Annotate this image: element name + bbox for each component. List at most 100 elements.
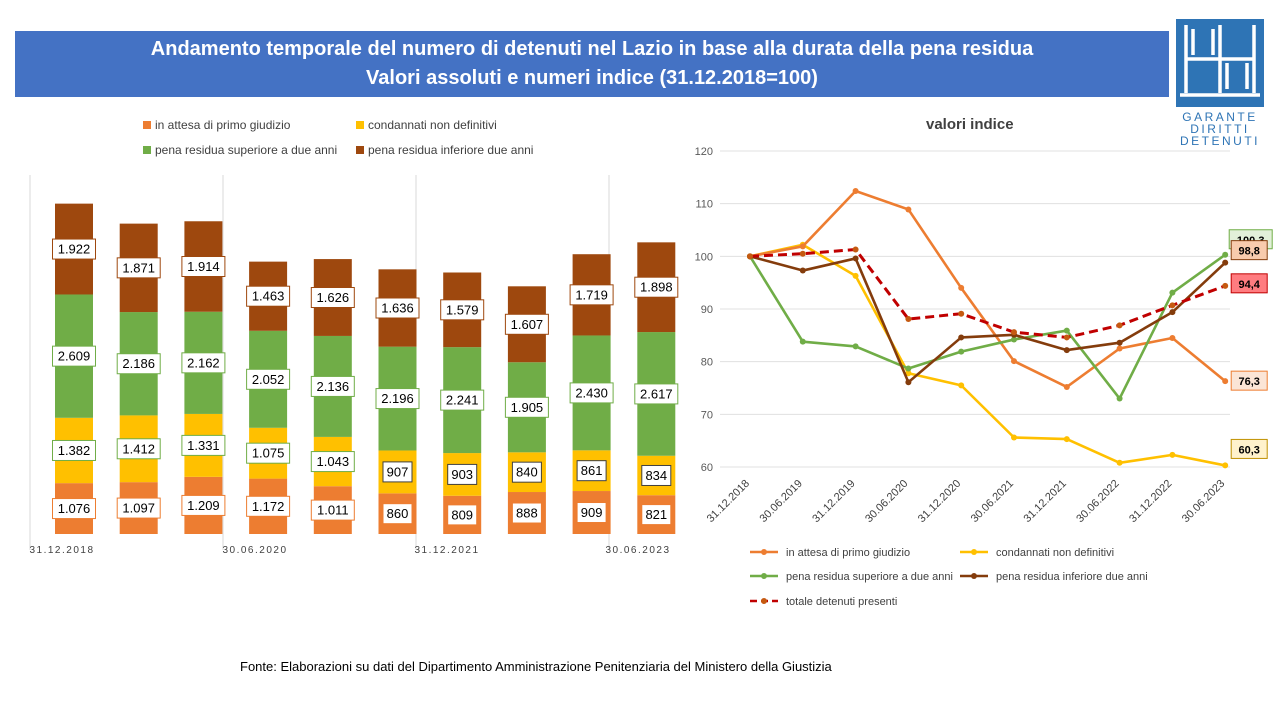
data-point bbox=[1222, 282, 1229, 289]
data-label: 1.097 bbox=[122, 501, 155, 516]
data-label: 1.905 bbox=[511, 400, 544, 415]
data-point bbox=[799, 338, 806, 345]
end-value-label: 98,8 bbox=[1238, 246, 1259, 258]
data-label-box bbox=[246, 442, 291, 464]
data-label: 1.579 bbox=[446, 302, 479, 317]
stacked-bar-chart: 1.076 1.382 2.609 1.922 31.12.2018 1.097 1.412… bbox=[29, 175, 679, 556]
data-point bbox=[1222, 259, 1229, 266]
data-point bbox=[1116, 322, 1123, 329]
data-label: 1.626 bbox=[317, 290, 350, 305]
data-label: 2.196 bbox=[381, 391, 414, 406]
end-value-label: 94,4 bbox=[1238, 279, 1260, 291]
data-point bbox=[747, 253, 753, 260]
data-point bbox=[905, 365, 912, 372]
y-tick-label: 70 bbox=[701, 409, 713, 421]
data-label: 2.609 bbox=[58, 349, 91, 364]
data-point bbox=[1169, 334, 1176, 341]
end-value-label: 76,3 bbox=[1238, 376, 1259, 388]
data-point bbox=[905, 370, 912, 377]
end-value-box bbox=[1230, 273, 1268, 294]
data-label-box bbox=[181, 434, 226, 456]
data-label-box bbox=[310, 375, 355, 397]
data-label-box bbox=[511, 461, 542, 483]
data-label: 2.617 bbox=[640, 386, 673, 401]
data-label: 1.636 bbox=[381, 301, 414, 316]
data-label: 1.011 bbox=[317, 503, 349, 518]
data-label-box bbox=[375, 297, 420, 319]
data-point bbox=[1169, 309, 1176, 316]
data-point bbox=[958, 348, 965, 355]
data-point bbox=[1116, 339, 1123, 346]
series-line bbox=[749, 255, 1227, 384]
data-label-box bbox=[504, 396, 549, 418]
legend-label: totale detenuti presenti bbox=[786, 596, 897, 608]
x-tick-label: 30.06.2019 bbox=[758, 478, 805, 525]
x-tick-label: 30.06.2023 bbox=[1180, 478, 1227, 525]
data-label-box bbox=[641, 464, 672, 486]
data-label-box bbox=[569, 284, 614, 306]
data-label-box bbox=[634, 276, 679, 298]
data-label: 1.898 bbox=[640, 280, 673, 295]
logo-text-3: DETENUTI bbox=[1180, 134, 1260, 148]
data-label-box bbox=[641, 504, 672, 526]
data-label: 1.607 bbox=[511, 317, 544, 332]
legend-marker bbox=[971, 573, 977, 579]
legend-label: pena residua inferiore due anni bbox=[368, 143, 534, 157]
legend-label: pena residua inferiore due anni bbox=[996, 571, 1148, 583]
end-value-box bbox=[1230, 438, 1268, 459]
logo-emblem bbox=[1176, 19, 1264, 107]
data-point bbox=[1116, 345, 1123, 352]
legend-marker bbox=[761, 573, 767, 579]
data-label: 907 bbox=[387, 464, 409, 479]
data-label-box bbox=[52, 238, 96, 260]
y-tick-label: 110 bbox=[695, 199, 713, 211]
data-label: 1.331 bbox=[187, 438, 220, 453]
data-label-box bbox=[116, 257, 161, 279]
data-point bbox=[1222, 378, 1229, 385]
data-point bbox=[1116, 395, 1123, 402]
legend-marker bbox=[971, 549, 977, 555]
data-point bbox=[1169, 302, 1176, 309]
data-point bbox=[1063, 347, 1070, 354]
y-tick-label: 60 bbox=[701, 462, 713, 474]
data-point bbox=[1169, 289, 1176, 296]
data-point bbox=[1011, 434, 1017, 441]
data-label-box bbox=[52, 439, 96, 461]
data-label-box bbox=[52, 345, 96, 367]
data-label: 1.463 bbox=[252, 289, 285, 304]
data-label-box bbox=[181, 255, 226, 277]
end-value-label: 60,3 bbox=[1238, 444, 1259, 456]
data-label: 2.052 bbox=[252, 372, 285, 387]
data-label: 861 bbox=[581, 463, 603, 478]
data-label: 1.719 bbox=[575, 287, 608, 302]
data-label: 1.209 bbox=[187, 498, 220, 513]
data-label: 2.162 bbox=[187, 355, 220, 370]
data-point bbox=[1169, 451, 1176, 458]
data-point bbox=[1063, 327, 1070, 334]
chart-title-line2: Valori assoluti e numeri indice (31.12.2… bbox=[366, 67, 818, 89]
data-label-box bbox=[576, 460, 607, 482]
x-tick-label: 31.12.2022 bbox=[1127, 478, 1174, 525]
data-label: 903 bbox=[451, 467, 473, 482]
data-label: 840 bbox=[516, 465, 538, 480]
x-tick-label: 31.12.2018 bbox=[29, 545, 94, 556]
x-tick-label: 31.12.2021 bbox=[1022, 478, 1069, 525]
legend-label: condannati non definitivi bbox=[368, 118, 497, 132]
data-label-box bbox=[52, 498, 96, 520]
data-point bbox=[1063, 334, 1070, 341]
legend-label: in attesa di primo giudizio bbox=[155, 118, 291, 132]
y-tick-label: 90 bbox=[701, 304, 713, 316]
chart-title-line1: Andamento temporale del numero di detenu… bbox=[150, 38, 1034, 60]
data-label: 1.075 bbox=[252, 446, 285, 461]
data-point bbox=[1011, 336, 1017, 343]
data-point bbox=[905, 316, 912, 323]
data-label-box bbox=[569, 382, 614, 404]
x-tick-label: 30.06.2020 bbox=[863, 478, 910, 525]
data-label: 2.186 bbox=[122, 356, 155, 371]
data-point bbox=[852, 188, 859, 195]
y-tick-label: 100 bbox=[695, 251, 713, 263]
data-label: 888 bbox=[516, 506, 538, 521]
x-tick-label: 31.12.2019 bbox=[810, 478, 857, 525]
legend-swatch bbox=[143, 146, 151, 154]
data-point bbox=[958, 382, 965, 389]
